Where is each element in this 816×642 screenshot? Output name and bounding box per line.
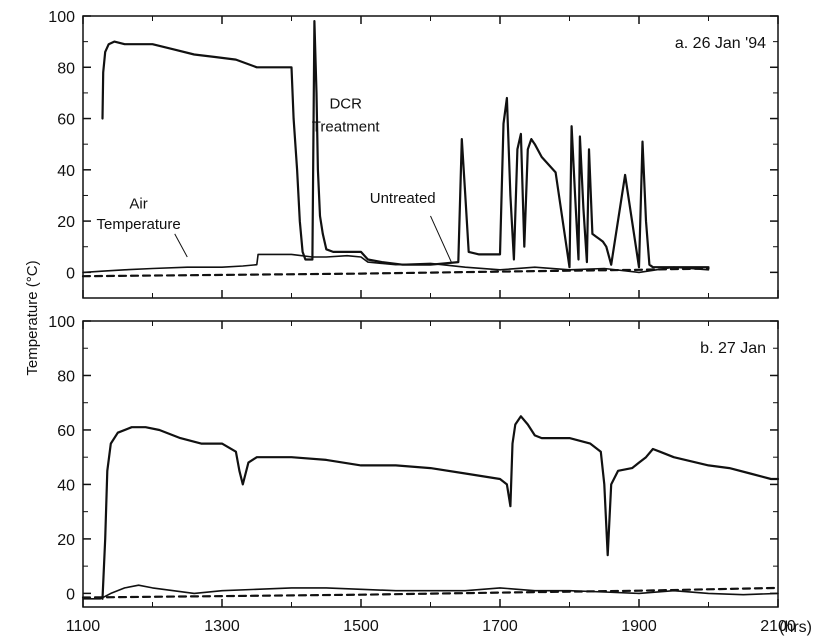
y-tick-label: 100 [48, 314, 75, 331]
annotation-label: Air [129, 195, 147, 212]
plot-frame-b [82, 320, 779, 608]
y-axis-label: Temperature (°C) [24, 260, 41, 375]
y-tick-label: 60 [57, 423, 75, 440]
x-axis-unit-label: (hrs) [779, 619, 812, 636]
y-tick-label: 80 [57, 60, 75, 77]
panel-a: 0 20 40 60 80 100 a. 26 Jan '94 DCR Treatment Air… [48, 9, 779, 299]
series-line-b-1 [101, 415, 780, 600]
annotation-label: Treatment [312, 118, 381, 135]
annotation-leader-untreated [430, 215, 452, 263]
y-tick-label: 40 [57, 163, 75, 180]
annotation-label: DCR [329, 95, 362, 112]
y-tick-label: 20 [57, 214, 75, 231]
y-tick-label: 0 [66, 265, 75, 282]
series-line-b-2 [82, 584, 779, 600]
x-tick-label: 1900 [621, 618, 657, 635]
x-tick-label: 1700 [482, 618, 518, 635]
series-line-a-1 [101, 20, 710, 269]
x-tick-label: 1500 [343, 618, 379, 635]
y-tick-label: 0 [66, 586, 75, 603]
x-tick-label: 1300 [204, 618, 240, 635]
x-tick-label: 2100 [760, 618, 796, 635]
y-tick-label: 20 [57, 532, 75, 549]
annotation-label: Untreated [370, 190, 436, 207]
plot-frame-a [82, 15, 779, 299]
panels: 0 20 40 60 80 100 a. 26 Jan '94 DCR Treatment Air… [48, 9, 796, 635]
y-tick-label: 80 [57, 368, 75, 385]
series-line-b-3 [81, 586, 780, 599]
y-tick-label: 100 [48, 9, 75, 26]
panel-label-b: b. 27 Jan [700, 340, 766, 357]
panel-b: 0 20 40 60 80 100 1100 1300 1500 1700 1900 2100 b. 2… [48, 314, 796, 635]
series-line-a-3 [81, 267, 710, 278]
panel-label-a: a. 26 Jan '94 [675, 35, 766, 52]
y-tick-label: 40 [57, 477, 75, 494]
annotation-leader-air [174, 233, 188, 258]
y-tick-label: 60 [57, 112, 75, 129]
x-tick-label: 1100 [66, 618, 101, 635]
series-line-a-2 [82, 253, 710, 274]
annotation-label: Temperature [96, 216, 180, 233]
